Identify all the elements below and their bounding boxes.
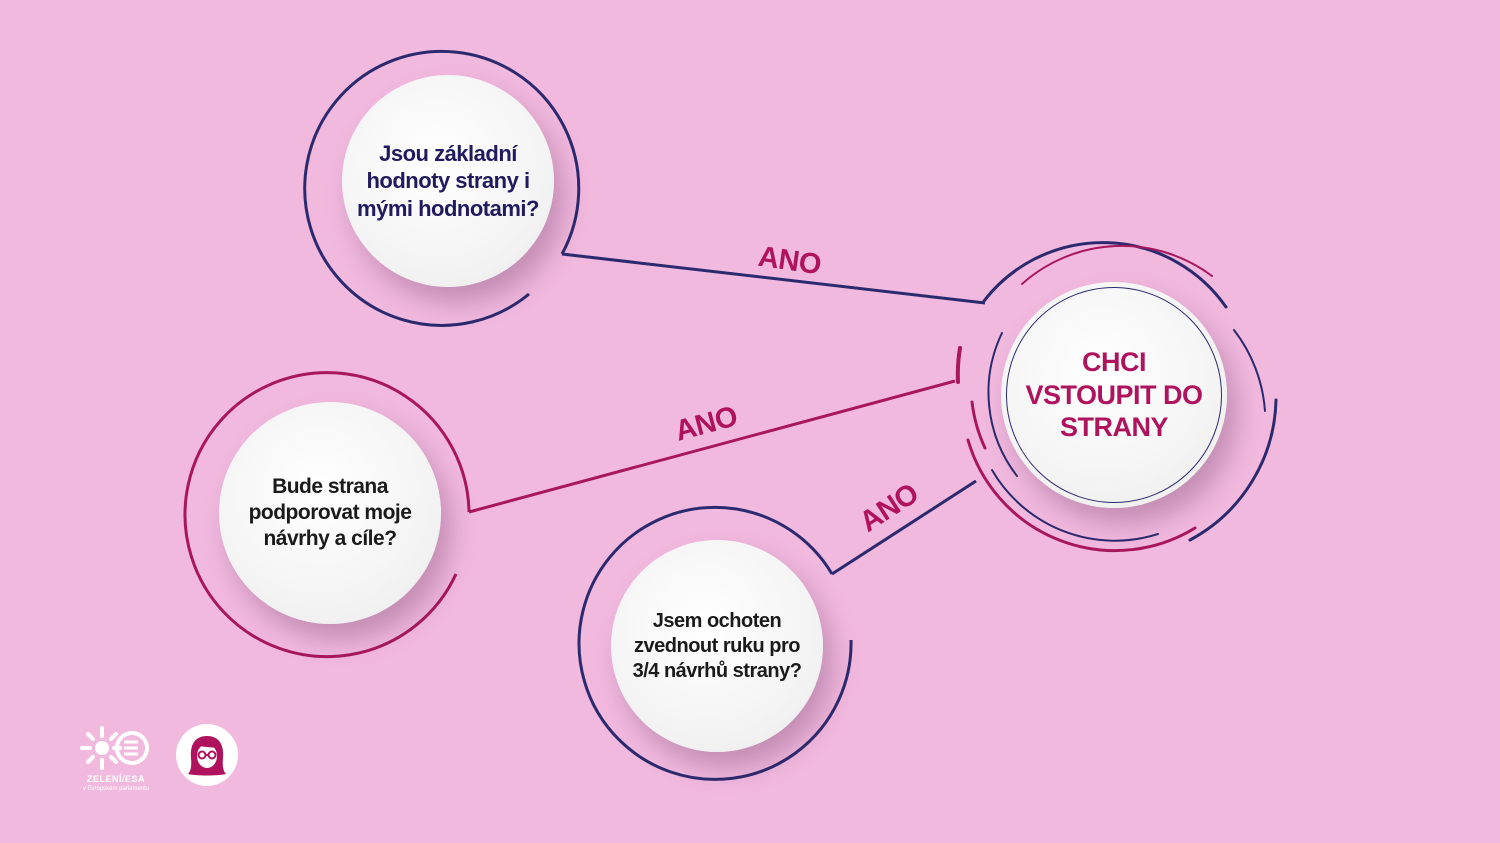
connector-q1-goal: [561, 252, 986, 305]
greens-efa-logo: ZELENÍ/ESA v Evropském parlamentu: [76, 724, 156, 800]
question-node-support: Bude strana podporovat moje návrhy a cíl…: [219, 402, 441, 624]
question-node-values: Jsou základní hodnoty strany i mými hodn…: [342, 75, 554, 287]
sunflower-logo-icon: [80, 726, 149, 770]
ring-q2: [183, 371, 471, 659]
avatar: [176, 724, 238, 786]
ring-q1: [303, 49, 581, 327]
greens-efa-subtitle: v Evropském parlamentu: [82, 786, 150, 792]
ring-q3: [577, 505, 853, 781]
question-text-vote: Jsem ochoten zvednout ruku pro 3/4 návrh…: [632, 609, 802, 682]
connector-q3-goal: [831, 479, 977, 576]
question-node-vote: Jsem ochoten zvednout ruku pro 3/4 návrh…: [611, 540, 823, 752]
question-text-support: Bude strana podporovat moje návrhy a cíl…: [248, 474, 412, 551]
goal-inner-ring: [1006, 287, 1222, 503]
question-text-values: Jsou základní hodnoty strany i mými hodn…: [357, 140, 539, 221]
woman-with-glasses-avatar-icon: [188, 736, 226, 776]
greens-efa-brand: ZELENÍ/ESA: [86, 774, 145, 784]
goal-arcs: [955, 241, 1278, 553]
connector-q2-goal: [468, 379, 956, 514]
